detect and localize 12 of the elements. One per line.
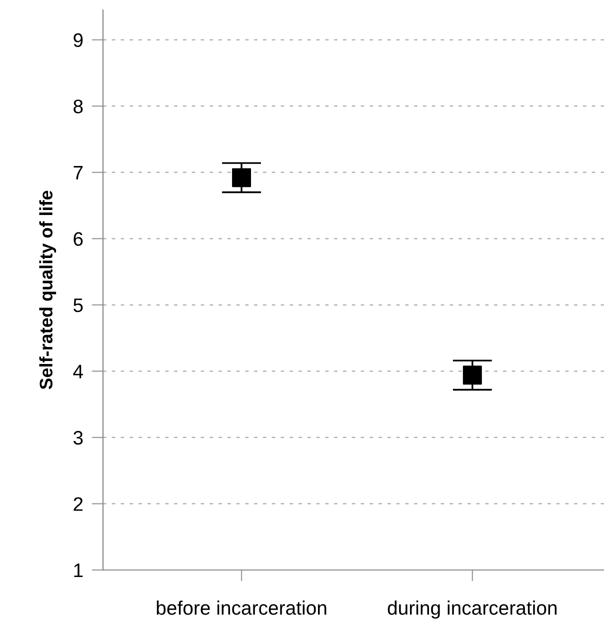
y-tick-label: 4 bbox=[73, 364, 83, 378]
y-tick-label: 2 bbox=[74, 497, 83, 511]
x-tick-label: before incarceration bbox=[156, 600, 326, 615]
x-tick-label: during incarceration bbox=[388, 600, 557, 619]
y-tick-label: 8 bbox=[74, 100, 83, 114]
y-tick-label: 1 bbox=[74, 564, 83, 578]
y-axis-title: Self-rated quality of life bbox=[39, 190, 56, 390]
y-tick-label: 5 bbox=[74, 298, 83, 312]
y-tick-label: 6 bbox=[74, 232, 83, 246]
y-tick-label: 9 bbox=[74, 33, 83, 48]
y-tick-label: 7 bbox=[74, 166, 83, 180]
y-tick-label: 3 bbox=[73, 430, 83, 445]
